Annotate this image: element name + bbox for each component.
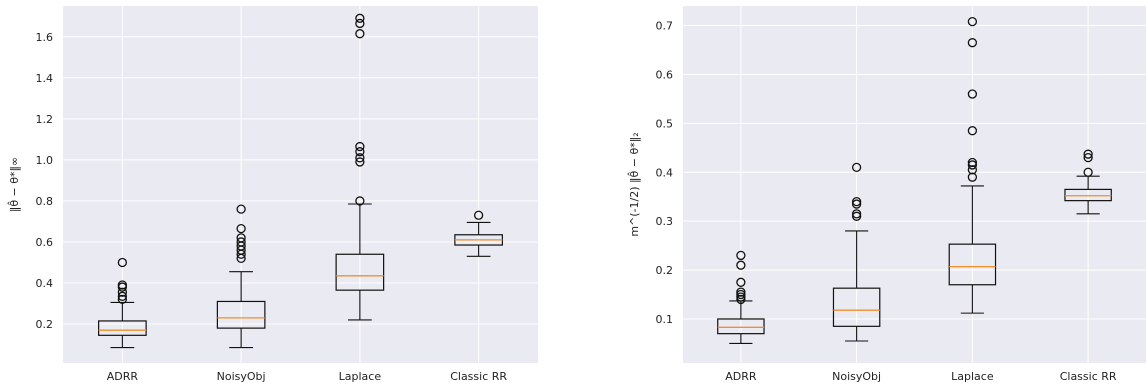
- outlier-point: [1083, 149, 1093, 159]
- x-tick-label: NoisyObj: [832, 370, 881, 383]
- x-tick-label: Laplace: [951, 370, 994, 383]
- outlier-point: [851, 209, 862, 219]
- y-tick-label: 1.2: [36, 113, 54, 126]
- outlier-point: [736, 294, 746, 305]
- iqr-box: [948, 243, 997, 286]
- y-tick-label: 0.4: [36, 277, 54, 290]
- outlier-point: [851, 196, 862, 207]
- outlier-point: [736, 277, 746, 287]
- y-tick-label: 0.3: [656, 215, 674, 228]
- outlier-point: [236, 223, 246, 234]
- y-tick-label: 0.1: [656, 313, 674, 326]
- iqr-box: [98, 320, 147, 336]
- x-tick-label: Classic RR: [450, 370, 507, 383]
- box-laplace: [948, 16, 997, 314]
- outlier-point: [355, 141, 365, 152]
- outlier-point: [736, 289, 746, 300]
- y-axis-label: m^(-1/2) ‖θ̂ − θ*‖₂: [627, 132, 641, 236]
- iqr-box: [832, 287, 881, 327]
- outlier-point: [851, 199, 862, 209]
- outlier-point: [117, 280, 128, 290]
- outlier-point: [236, 237, 246, 247]
- x-tick-label: Classic RR: [1060, 370, 1117, 383]
- plot-area: [683, 6, 1146, 363]
- plot-area: [63, 6, 538, 363]
- y-tick-label: 0.8: [36, 195, 54, 208]
- iqr-box: [1064, 188, 1112, 202]
- outlier-point: [117, 287, 128, 297]
- box-adrr: [98, 257, 147, 349]
- outlier-point: [967, 157, 978, 168]
- outlier-point: [355, 157, 365, 167]
- x-tick-label: ADRR: [725, 370, 757, 383]
- y-tick-label: 0.2: [656, 264, 674, 277]
- box-classic-rr: [454, 210, 503, 257]
- y-tick-label: 0.7: [656, 20, 674, 33]
- y-tick-label: 0.2: [36, 318, 54, 331]
- outlier-point: [851, 162, 862, 173]
- outlier-point: [967, 38, 978, 48]
- outlier-point: [736, 250, 746, 261]
- outlier-point: [236, 233, 246, 243]
- box-classic-rr: [1064, 149, 1112, 215]
- box-noisyobj: [832, 162, 881, 342]
- right-boxplot-panel: 0.1 0.2 0.3 0.4 0.5 0.6 0.7 m^(-1/2) ‖θ̂ − θ*‖₂…: [627, 6, 1146, 383]
- outlier-point: [967, 126, 978, 136]
- outlier-point: [967, 89, 978, 99]
- outlier-point: [355, 29, 365, 39]
- box-laplace: [335, 13, 385, 321]
- iqr-box: [717, 318, 765, 335]
- outlier-point: [967, 165, 978, 175]
- x-tick-label: Laplace: [339, 370, 382, 383]
- outlier-point: [736, 287, 746, 297]
- outlier-point: [355, 18, 365, 29]
- y-tick-label: 0.4: [656, 166, 674, 179]
- box-adrr: [717, 250, 765, 344]
- outlier-point: [355, 196, 365, 206]
- outlier-point: [236, 204, 246, 214]
- left-boxplot-panel: 0.2 0.4 0.6 0.8 1.0 1.2 1.4 1.6 ‖θ̂ − θ*‖∞ ADRR No…: [7, 6, 538, 383]
- outlier-point: [117, 257, 128, 268]
- y-tick-label: 0.6: [36, 236, 54, 249]
- x-tick-label: NoisyObj: [217, 370, 266, 383]
- outlier-point: [117, 294, 128, 305]
- outlier-point: [736, 292, 746, 302]
- outlier-point: [473, 210, 484, 220]
- y-tick-label: 1.4: [36, 72, 54, 85]
- outlier-point: [1083, 167, 1093, 177]
- iqr-box: [216, 300, 266, 329]
- outlier-point: [851, 211, 862, 221]
- y-tick-label: 0.6: [656, 68, 674, 81]
- outlier-point: [967, 160, 978, 170]
- y-axis-label: ‖θ̂ − θ*‖∞: [7, 157, 21, 212]
- y-tick-label: 1.0: [36, 154, 54, 167]
- y-tick-label: 1.6: [36, 31, 54, 44]
- outlier-point: [355, 13, 365, 23]
- outlier-point: [967, 16, 978, 27]
- y-tick-label: 0.5: [656, 117, 674, 130]
- box-noisyobj: [216, 204, 266, 349]
- x-tick-label: ADRR: [107, 370, 139, 383]
- outlier-point: [355, 147, 365, 157]
- outlier-point: [736, 260, 746, 270]
- outlier-point: [117, 291, 128, 301]
- outlier-point: [355, 153, 365, 163]
- outlier-point: [967, 172, 978, 182]
- iqr-box: [335, 253, 385, 291]
- outlier-point: [1083, 152, 1093, 163]
